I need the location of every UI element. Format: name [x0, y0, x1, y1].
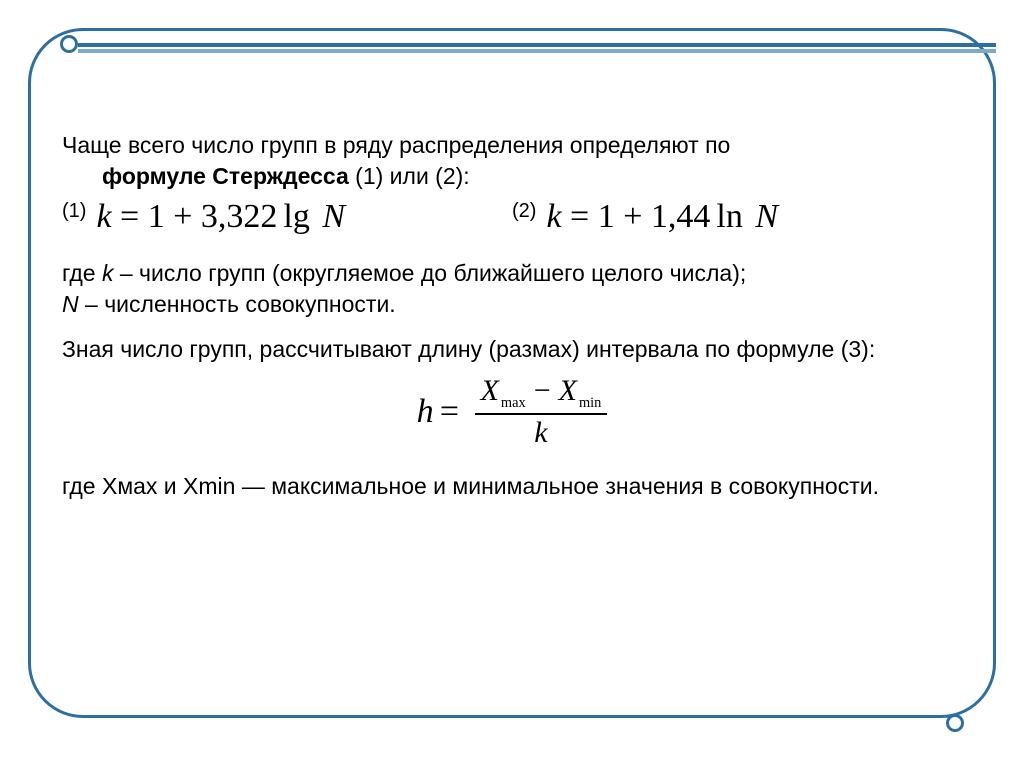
intro-line1: Чаще всего число групп в ряду распределе…	[62, 132, 730, 158]
header-rule	[78, 43, 996, 53]
formula-3: h = Xmax−Xmin k	[417, 373, 608, 450]
formula-1-label: (1)	[62, 198, 86, 223]
slide-content: Чаще всего число групп в ряду распределе…	[62, 130, 962, 502]
formula-row: (1) k = 1 + 3,322lg N (2) k = 1 + 1,44ln…	[62, 198, 962, 236]
intro-tail: (1) или (2):	[349, 163, 470, 189]
where-x-definitions: где Xмах и Xmin — максимальное и минимал…	[62, 471, 962, 502]
interval-paragraph: Зная число групп, рассчитывают длину (ра…	[62, 334, 962, 365]
intro-paragraph: Чаще всего число групп в ряду распределе…	[62, 130, 962, 192]
corner-disc-bottom-right	[946, 714, 964, 732]
intro-bold: формуле Стерждесса	[102, 163, 349, 189]
formula-3-wrap: h = Xmax−Xmin k	[62, 373, 962, 450]
formula-2: k = 1 + 1,44ln N	[546, 198, 778, 236]
corner-disc-top-left	[60, 35, 78, 53]
formula-1: k = 1 + 3,322lg N	[96, 198, 345, 236]
where-definitions: где k – число групп (округляемое до ближ…	[62, 258, 962, 320]
formula-2-label: (2)	[512, 198, 536, 223]
